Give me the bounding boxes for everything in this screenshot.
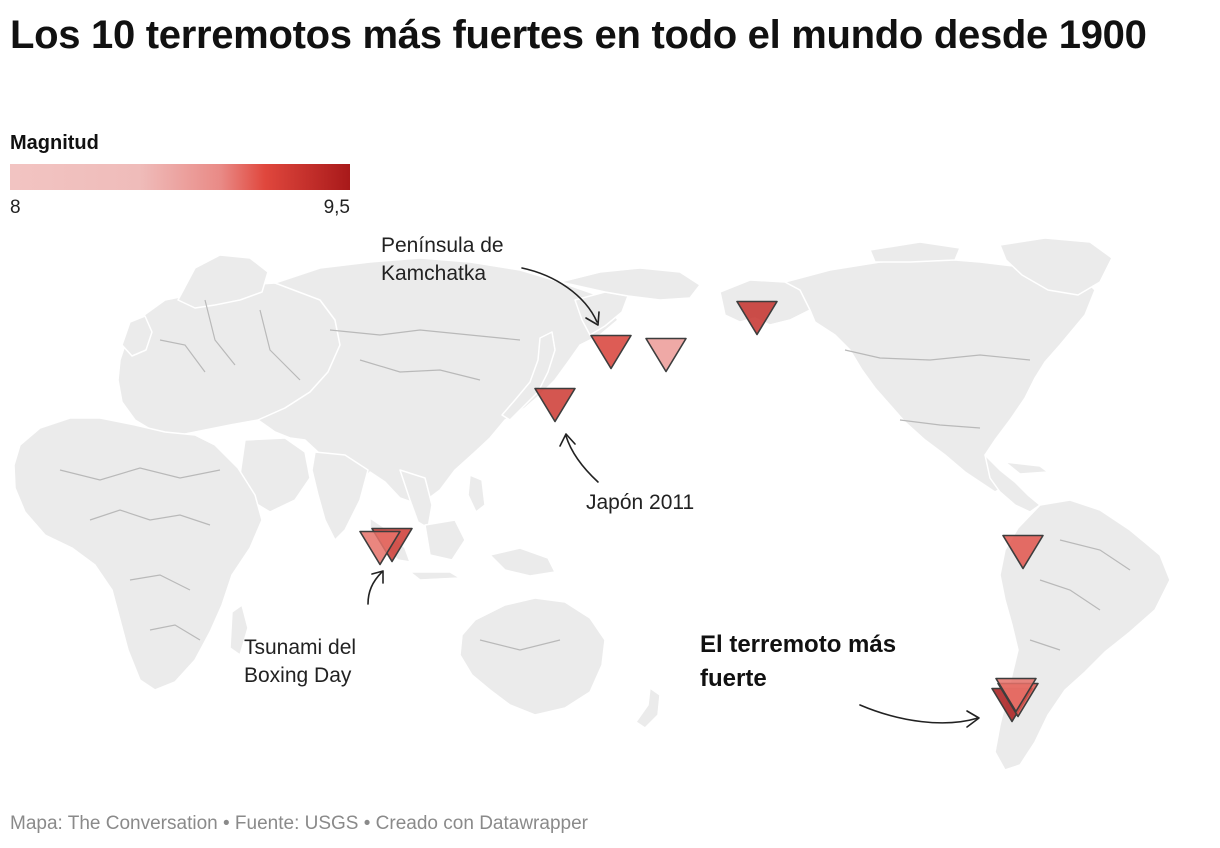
land-australia [459, 597, 606, 716]
land-cuba [1004, 461, 1049, 475]
land-new-guinea [489, 547, 556, 577]
arrow-strongest [859, 704, 979, 724]
arrow-strongest-head [966, 710, 980, 728]
earthquake-marker[interactable] [736, 300, 778, 336]
annotation-strongest-line-2: fuerte [700, 665, 767, 692]
land-chukotka [559, 267, 701, 301]
earthquake-marker[interactable] [359, 530, 401, 566]
land-java [409, 571, 461, 581]
land-new-zealand [635, 687, 661, 729]
annotation-strongest-line-1: El terremoto más [700, 631, 897, 658]
earthquake-marker[interactable] [590, 334, 632, 370]
land-africa [13, 417, 263, 691]
chart-title: Los 10 terremotos más fuertes en todo el… [10, 13, 1147, 57]
land-masses [13, 237, 1171, 771]
annotation-kamchatka-line-2: Kamchatka [381, 262, 487, 285]
land-borneo [424, 519, 466, 561]
land-madagascar [229, 604, 249, 656]
legend-title: Magnitud [10, 132, 99, 154]
annotation-tsunami-line-1: Tsunami del [244, 636, 357, 659]
arrow-kamchatka [521, 267, 598, 323]
land-scandinavia [177, 254, 269, 309]
annotation-strongest: El terremoto más fuerte [700, 628, 896, 696]
arrow-tsunami-head [371, 570, 384, 584]
land-india [311, 451, 369, 541]
land-canadian-islands [869, 241, 961, 263]
legend-color-scale [10, 164, 350, 190]
arrow-japan [565, 435, 599, 483]
earthquake-marker[interactable] [995, 677, 1037, 713]
annotation-kamchatka-line-1: Península de [381, 234, 504, 257]
legend-max-label: 9,5 [323, 197, 350, 218]
earthquake-marker[interactable] [534, 387, 576, 423]
land-philippines [467, 474, 486, 513]
annotation-tsunami-line-2: Boxing Day [244, 664, 352, 687]
country-borders [59, 299, 1131, 651]
annotation-arrows [367, 267, 980, 728]
earthquake-marker[interactable] [1002, 534, 1044, 570]
arrow-kamchatka-head [585, 311, 600, 326]
annotation-tsunami: Tsunami del Boxing Day [244, 634, 356, 690]
arrow-japan-head [559, 433, 576, 447]
annotation-kamchatka: Península de Kamchatka [381, 232, 504, 288]
land-japan [501, 331, 556, 421]
legend-min-label: 8 [10, 197, 21, 218]
land-greenland [999, 237, 1113, 296]
land-britain [121, 315, 153, 357]
land-north-america [784, 257, 1096, 493]
arrow-tsunami [367, 571, 383, 605]
earthquake-markers [359, 300, 1044, 723]
annotation-japan: Japón 2011 [586, 491, 695, 514]
earthquake-marker[interactable] [645, 337, 687, 373]
footer-credits: Mapa: The Conversation • Fuente: USGS • … [10, 813, 588, 834]
land-central-america [984, 454, 1041, 513]
world-map [13, 237, 1171, 771]
